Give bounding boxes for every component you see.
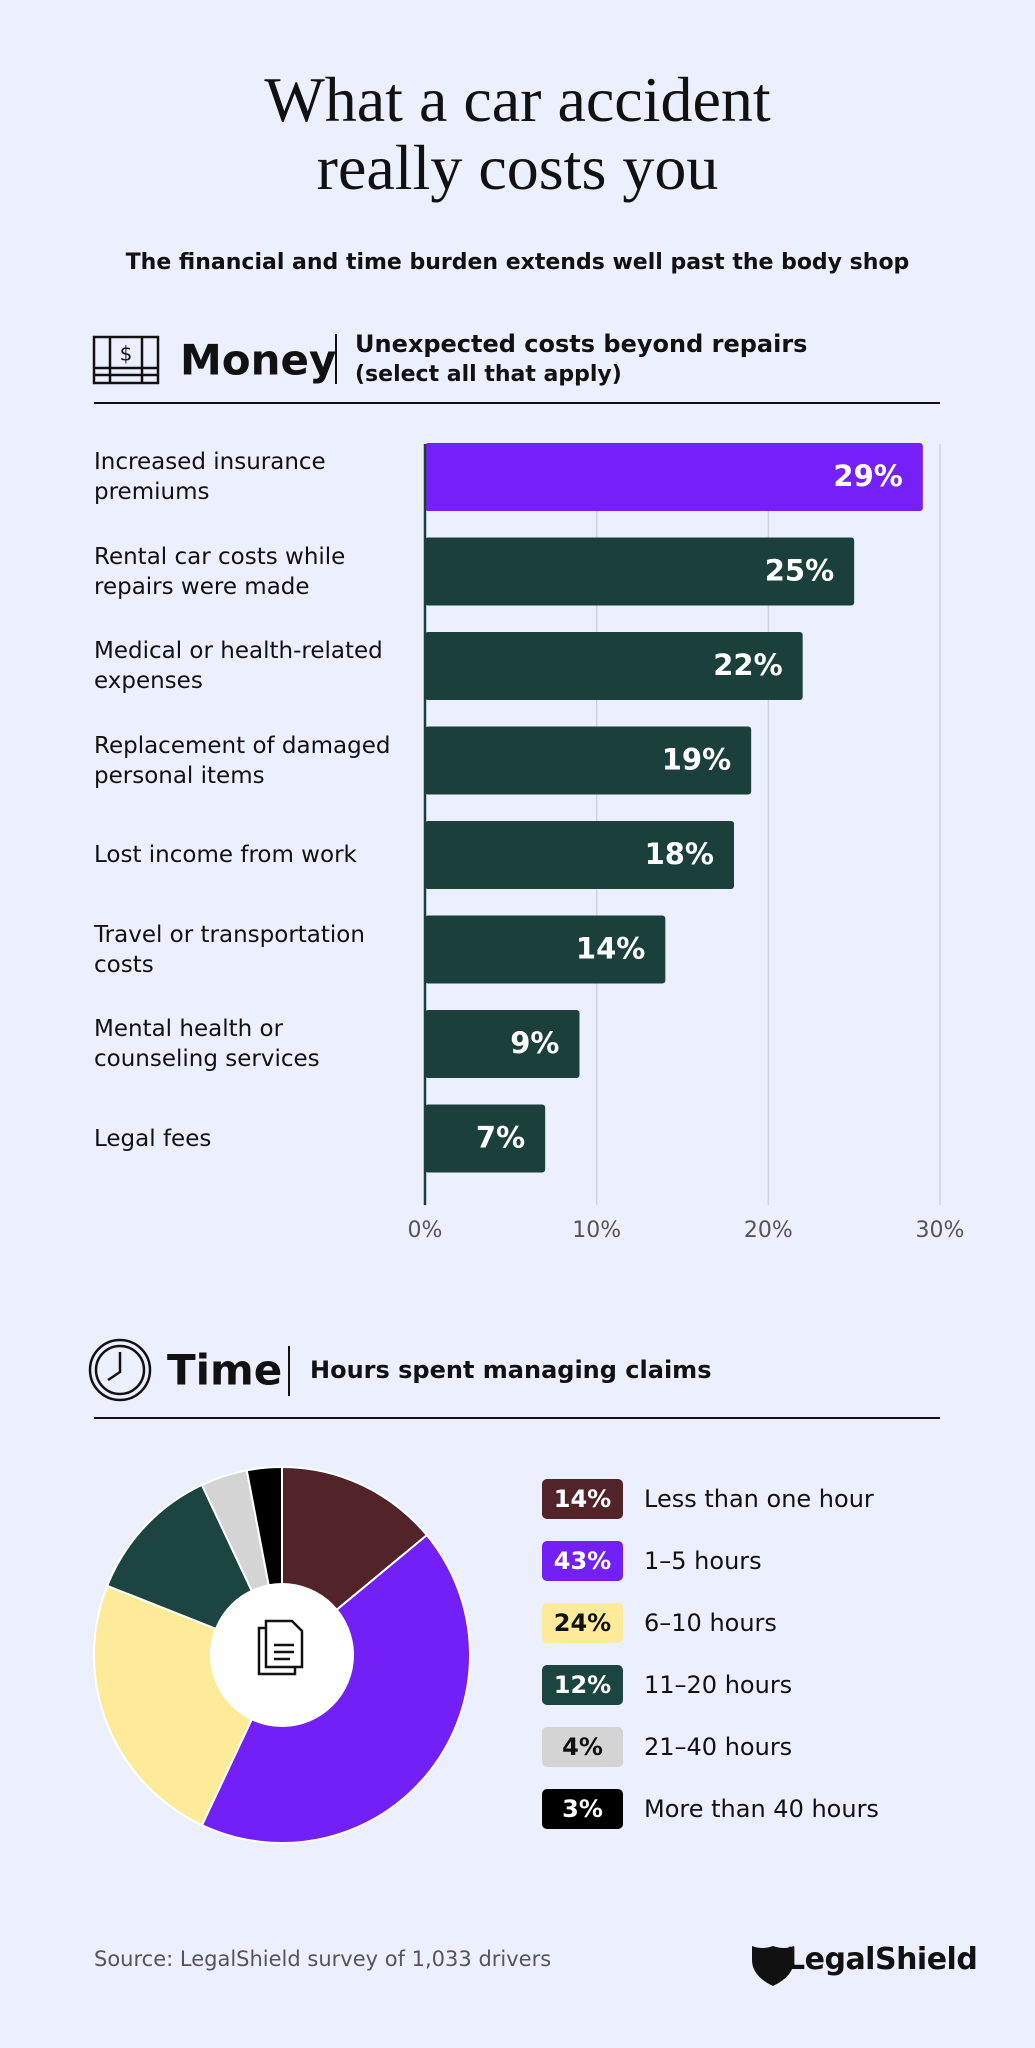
legend-value: 24%: [554, 1609, 611, 1637]
subtitle: The financial and time burden extends we…: [125, 250, 910, 275]
bar: [425, 726, 752, 795]
legend-swatch: [542, 1727, 623, 1767]
bar: [425, 915, 666, 984]
money-icon: $: [92, 335, 160, 385]
legend-label: 11–20 hours: [644, 1671, 793, 1699]
chart-title: Unexpected costs beyond repairs: [355, 330, 808, 358]
value-label: 19%: [662, 743, 731, 777]
category-label: Medical or health-related expenses: [94, 638, 383, 694]
category-label: Increased insurance premiums: [94, 449, 326, 505]
category-label: Travel or transportation costs: [94, 921, 365, 978]
bar: [425, 1010, 580, 1078]
legend-swatch: [542, 1603, 623, 1643]
document-icon: [257, 1619, 304, 1676]
title-text: What a car accident really costs you: [264, 64, 771, 203]
value-label: 9%: [510, 1026, 559, 1060]
legend-swatch: [542, 1789, 623, 1829]
title: What a car accident really costs you: [0, 66, 1035, 202]
legend-value: 12%: [554, 1671, 611, 1699]
category-label: Replacement of damaged personal items: [94, 732, 391, 789]
clock-icon: [88, 1338, 152, 1402]
bar: [425, 537, 855, 606]
bar-chart: 0% 10% 20% 30% 29% 25% 22% 19% 18% 14% 9% 7%: [408, 443, 965, 1243]
x-tick-label: 10%: [572, 1218, 621, 1243]
value-label: 25%: [765, 554, 834, 588]
brand-logo: [752, 1946, 794, 1986]
legend-label: More than 40 hours: [644, 1795, 879, 1823]
legend-label: Less than one hour: [644, 1485, 874, 1513]
section-title: Time: [167, 1345, 283, 1395]
value-label: 29%: [833, 459, 902, 493]
category-label: Mental health or counseling services: [94, 1016, 320, 1072]
legend-swatch: [542, 1479, 623, 1519]
value-label: 18%: [645, 837, 714, 871]
legend-value: 4%: [562, 1733, 603, 1761]
x-tick-label: 0%: [408, 1218, 443, 1243]
brand: LegalShield: [786, 1942, 978, 1977]
legend-value: 43%: [554, 1547, 611, 1575]
x-tick-label: 20%: [744, 1218, 793, 1243]
legend-value: 3%: [562, 1795, 603, 1823]
value-label: 22%: [713, 648, 782, 682]
pie-chart: 14% 43% 24% 12% 4% 3%: [93, 1465, 623, 1844]
chart-title: Hours spent managing claims: [310, 1356, 712, 1384]
category-label: Lost income from work: [94, 842, 357, 868]
svg-text:$: $: [120, 342, 133, 366]
legend-label: 21–40 hours: [644, 1733, 793, 1761]
bar: [425, 1104, 546, 1173]
category-label: Legal fees: [94, 1125, 212, 1152]
value-label: 7%: [476, 1121, 525, 1155]
bar: [425, 632, 803, 700]
bar: [425, 821, 734, 889]
source: Source: LegalShield survey of 1,033 driv…: [94, 1947, 552, 1971]
bar: [425, 443, 923, 511]
category-label: Rental car costs while repairs were made: [94, 543, 346, 600]
value-label: 14%: [576, 932, 645, 966]
x-tick-label: 30%: [916, 1218, 965, 1243]
legend-swatch: [542, 1541, 623, 1581]
legend-label: 6–10 hours: [644, 1609, 777, 1637]
legend-swatch: [542, 1665, 623, 1705]
legend-value: 14%: [554, 1485, 611, 1513]
section-title: Money: [180, 335, 337, 385]
chart-subtitle: (select all that apply): [355, 362, 622, 387]
legend-label: 1–5 hours: [644, 1547, 762, 1575]
